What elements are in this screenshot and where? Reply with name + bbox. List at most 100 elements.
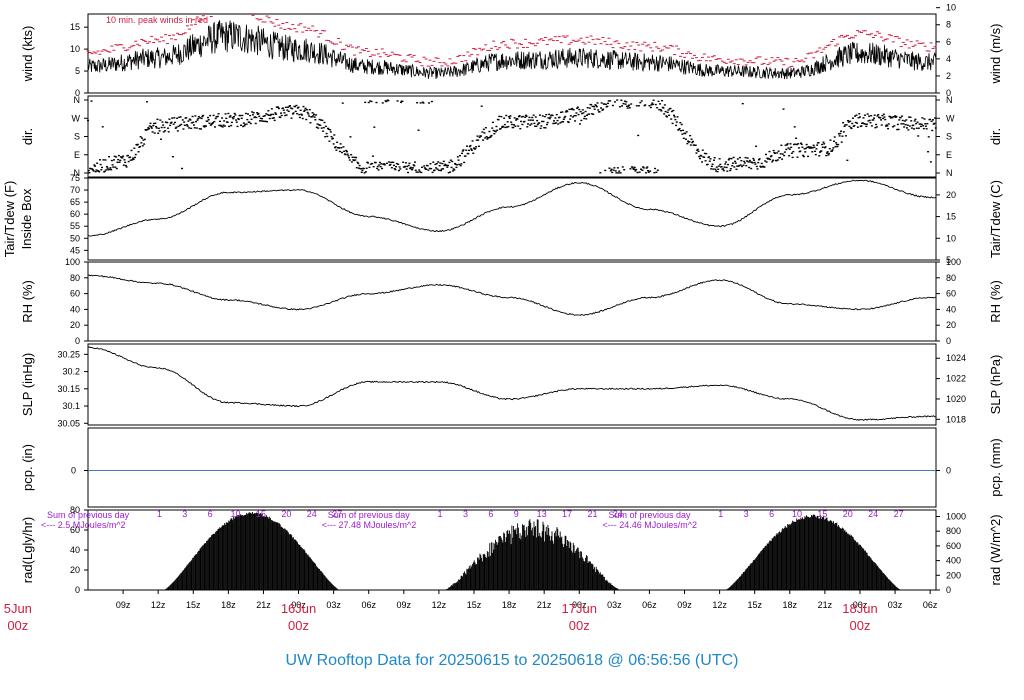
humidity-ylabel-left: RH (%) <box>20 280 35 323</box>
humidity-tick-label-right: 60 <box>946 289 956 299</box>
dir-tick-label-right: E <box>946 150 952 160</box>
dir-tick-label-left: E <box>74 150 80 160</box>
hour-tick-label: 00z <box>853 600 868 610</box>
wind-tick-label-left: 10 <box>70 44 80 54</box>
pcp-tick-label-right: 0 <box>946 466 951 476</box>
day-label-date: 16Jun <box>281 601 316 616</box>
hour-tick-label: 03z <box>326 600 341 610</box>
humidity-tick-label-right: 100 <box>946 257 961 267</box>
panel-frame-temperature <box>87 177 937 261</box>
pressure-tick-label-right: 1022 <box>946 374 966 384</box>
hour-tick-label: 18z <box>502 600 517 610</box>
humidity-tick-label-right: 0 <box>946 336 951 346</box>
dir-tick-label-left: S <box>74 132 80 142</box>
hour-tick-label: 00z <box>572 600 587 610</box>
dir-tick-label-right: N <box>946 168 953 178</box>
pressure-tick-label-left: 30.2 <box>62 367 80 377</box>
temperature-tick-label-left: 50 <box>70 233 80 243</box>
radiation-tick-label-right: 600 <box>946 541 961 551</box>
wind-speed-line <box>87 20 937 80</box>
radiation-hour-label: 24 <box>613 509 623 519</box>
radiation-tick-label-right: 800 <box>946 526 961 536</box>
wind-tick-label-right: 2 <box>946 71 951 81</box>
temperature-tick-label-left: 60 <box>70 209 80 219</box>
radiation-tick-label-right: 1000 <box>946 512 966 522</box>
pressure-tick-label-left: 30.15 <box>57 384 80 394</box>
radiation-summary-line2: <--- 2.5 MJoules/m^2 <box>41 520 126 530</box>
radiation-hour-label: 10 <box>231 509 241 519</box>
radiation-hour-label: 3 <box>463 509 468 519</box>
wind-ylabel-left: wind (kts) <box>20 26 35 83</box>
radiation-tick-label-left: 20 <box>70 565 80 575</box>
radiation-hour-label: 3 <box>744 509 749 519</box>
day-label-date: 5Jun <box>4 601 32 616</box>
hour-tick-label: 09z <box>397 600 412 610</box>
temperature-ylabel-left2: Inside Box <box>19 188 34 249</box>
dir-tick-label-right: S <box>946 132 952 142</box>
pressure-line <box>87 346 936 421</box>
temperature-tick-label-left: 65 <box>70 197 80 207</box>
radiation-hour-label: 20 <box>843 509 853 519</box>
radiation-hour-label: 24 <box>868 509 878 519</box>
radiation-hour-label: 27 <box>332 509 342 519</box>
pcp-tick-label-left: 0 <box>71 466 76 476</box>
radiation-hour-label: 1 <box>157 509 162 519</box>
direction-ylabel-right: dir. <box>988 128 1003 145</box>
temperature-tick-label-right: 5 <box>946 255 951 265</box>
wind-ylabel-right: wind (m/s) <box>988 24 1003 85</box>
radiation-tick-label-right: 200 <box>946 570 961 580</box>
temperature-tick-label-left: 55 <box>70 221 80 231</box>
hour-tick-label: 15z <box>186 600 201 610</box>
hour-tick-label: 12z <box>432 600 447 610</box>
wind-tick-label-left: 15 <box>70 22 80 32</box>
humidity-tick-label-left: 80 <box>70 273 80 283</box>
radiation-hour-label: 6 <box>488 509 493 519</box>
wind-tick-label-right: 8 <box>946 20 951 30</box>
panel-frame-pressure <box>87 343 937 426</box>
humidity-tick-label-right: 40 <box>946 304 956 314</box>
wind-tick-label-right: 6 <box>946 37 951 47</box>
wind-tick-label-left: 0 <box>75 88 80 98</box>
humidity-tick-label-left: 0 <box>75 336 80 346</box>
radiation-hour-label: 3 <box>182 509 187 519</box>
panel-frame-wind <box>87 13 937 94</box>
radiation-hour-label: 24 <box>307 509 317 519</box>
day-label-date: 18Jun <box>842 601 877 616</box>
wind-tick-label-right: 0 <box>946 88 951 98</box>
hour-tick-label: 06z <box>642 600 657 610</box>
radiation-day-1: 1 3 6 10 15 20 24 27 Sum of previous day<--- 2.5… <box>41 509 342 590</box>
temperature-ylabel-right: Tair/Tdew (C) <box>988 180 1003 258</box>
hour-tick-label: 00z <box>291 600 306 610</box>
radiation-hour-label: 15 <box>256 509 266 519</box>
page-title: UW Rooftop Data for 20250615 to 20250618… <box>286 652 739 669</box>
direction-points <box>87 99 937 174</box>
radiation-ylabel-left: rad(Lgly/hr) <box>20 517 35 583</box>
wind-annotation: 10 min. peak winds in red <box>106 15 208 25</box>
pressure-ylabel-left: SLP (inHg) <box>20 353 35 416</box>
wind-tick-label-right: 10 <box>946 3 956 13</box>
dir-tick-label-left: N <box>74 95 81 105</box>
hour-tick-label: 21z <box>818 600 833 610</box>
radiation-tick-label-left: 0 <box>75 585 80 595</box>
precipitation-ylabel-left: pcp. (in) <box>20 444 35 491</box>
hour-tick-label: 15z <box>467 600 482 610</box>
day-label-time: 00z <box>569 618 590 633</box>
hour-tick-label: 12z <box>151 600 166 610</box>
radiation-day-3: 1 3 6 10 15 20 24 27 Sum of previous day<--- 24.… <box>602 509 904 590</box>
radiation-summary-line1: Sum of previous day <box>328 510 411 520</box>
hour-tick-label: 09z <box>677 600 692 610</box>
radiation-summary-line1: Sum of previous day <box>608 510 691 520</box>
day-label-time: 00z <box>288 618 309 633</box>
pressure-tick-label-left: 30.25 <box>57 349 80 359</box>
wind-tick-label-right: 4 <box>946 54 951 64</box>
humidity-tick-label-right: 80 <box>946 273 956 283</box>
time-axis: 09z 12z 15z 18z 21z 00z 03z 06z 09z 12z 15z 18z 21z 0… <box>4 590 938 633</box>
hour-tick-label: 12z <box>712 600 727 610</box>
temperature-ylabel-left: Tair/Tdew (F) <box>2 181 17 258</box>
radiation-hour-label: 1 <box>438 509 443 519</box>
radiation-tick-label-left: 80 <box>70 505 80 515</box>
radiation-hour-label: 9 <box>514 509 519 519</box>
